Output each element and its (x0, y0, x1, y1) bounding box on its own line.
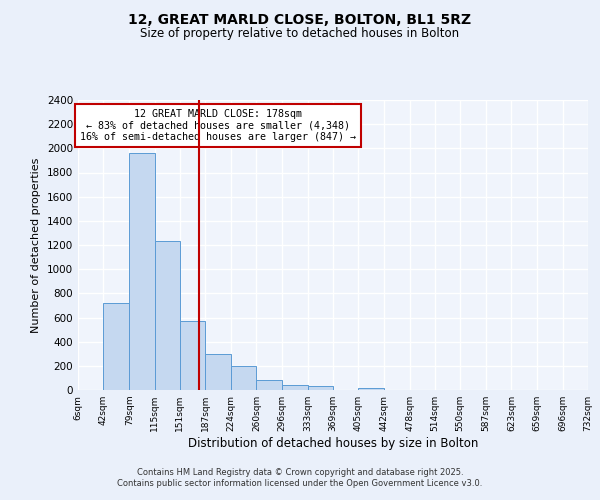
Bar (308, 386, 333, 390)
Bar (180, 320, 205, 390)
Bar (129, 153, 155, 390)
Text: Contains HM Land Registry data © Crown copyright and database right 2025.
Contai: Contains HM Land Registry data © Crown c… (118, 468, 482, 487)
Bar (205, 354, 231, 390)
Y-axis label: Number of detached properties: Number of detached properties (31, 158, 41, 332)
Bar (155, 241, 180, 390)
Bar (282, 384, 308, 390)
Text: 12, GREAT MARLD CLOSE, BOLTON, BL1 5RZ: 12, GREAT MARLD CLOSE, BOLTON, BL1 5RZ (128, 12, 472, 26)
Bar (231, 366, 256, 390)
Text: 12 GREAT MARLD CLOSE: 178sqm
← 83% of detached houses are smaller (4,348)
16% of: 12 GREAT MARLD CLOSE: 178sqm ← 83% of de… (80, 108, 356, 142)
Bar (256, 380, 282, 390)
X-axis label: Distribution of detached houses by size in Bolton: Distribution of detached houses by size … (188, 437, 478, 450)
Bar (103, 303, 129, 390)
Text: Size of property relative to detached houses in Bolton: Size of property relative to detached ho… (140, 28, 460, 40)
Bar (358, 388, 384, 390)
